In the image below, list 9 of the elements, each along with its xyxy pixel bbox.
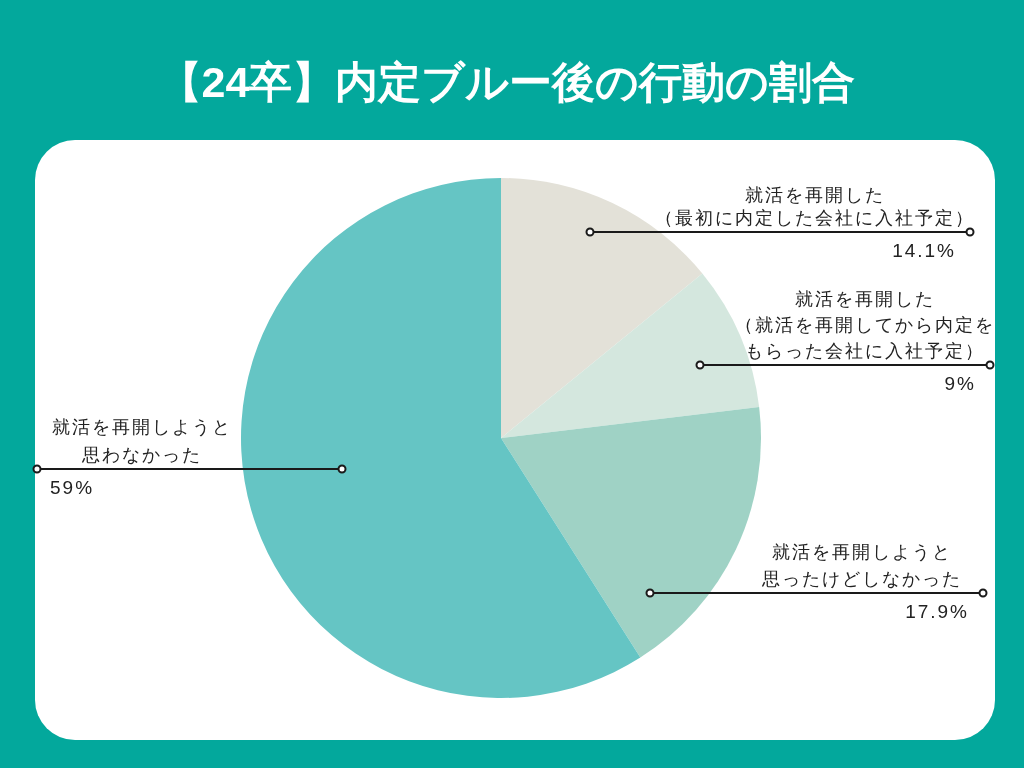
- data-label: 17.9%: [905, 601, 969, 622]
- data-label: 14.1%: [892, 240, 956, 261]
- data-label: 59%: [50, 477, 95, 498]
- data-label: 9%: [944, 373, 976, 394]
- slice-label: 就活を再開した（就活を再開してから内定をもらった会社に入社予定）: [735, 289, 995, 361]
- title: 【24卒】内定ブルー後の行動の割合: [158, 58, 856, 106]
- slice-label: 就活を再開しようと思ったけどしなかった: [761, 542, 962, 589]
- slice-label: 就活を再開しようと思わなかった: [52, 417, 232, 465]
- slice-label: 就活を再開した（最初に内定した会社に入社予定）: [655, 185, 975, 228]
